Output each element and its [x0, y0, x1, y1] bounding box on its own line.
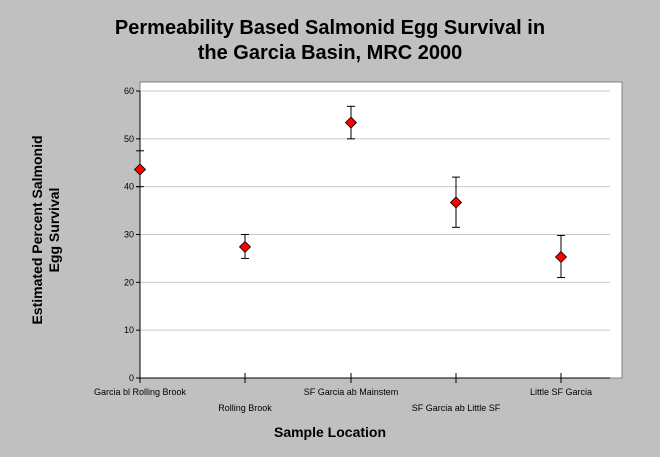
- x-axis-label: Sample Location: [273, 424, 387, 440]
- x-tick-label: SF Garcia ab Mainstem: [304, 387, 399, 397]
- chart-title: Permeability Based Salmonid Egg Survival…: [0, 16, 660, 66]
- chart-title-line-2: the Garcia Basin, MRC 2000: [197, 42, 463, 64]
- y-tick-label: 60: [124, 86, 134, 96]
- y-tick-label: 30: [124, 230, 134, 240]
- x-tick-label: Rolling Brook: [218, 403, 272, 413]
- data-point: [238, 240, 252, 254]
- y-tick-label: 20: [124, 277, 134, 287]
- data-point: [133, 163, 147, 176]
- data-point: [554, 250, 568, 264]
- x-tick-label: Garcia bl Rolling Brook: [94, 387, 187, 397]
- y-tick-label: 40: [124, 182, 134, 192]
- y-axis-ticks: 0 10 20 30 40 50 60: [124, 86, 140, 383]
- gridlines: [140, 90, 610, 331]
- x-axis-ticks: Garcia bl Rolling Brook Rolling Brook SF G…: [94, 373, 592, 413]
- data-point: [449, 196, 463, 209]
- data-point: [344, 116, 358, 129]
- y-tick-label: 50: [124, 134, 134, 144]
- y-tick-label: 0: [129, 373, 134, 383]
- x-tick-label: Little SF Garcia: [530, 387, 592, 397]
- data-marks: [133, 105, 568, 279]
- x-tick-label: SF Garcia ab Little SF: [412, 403, 501, 413]
- plot-area: [139, 81, 623, 379]
- chart-title-line-1: Permeability Based Salmonid Egg Survival…: [114, 17, 546, 39]
- y-tick-label: 10: [124, 325, 134, 335]
